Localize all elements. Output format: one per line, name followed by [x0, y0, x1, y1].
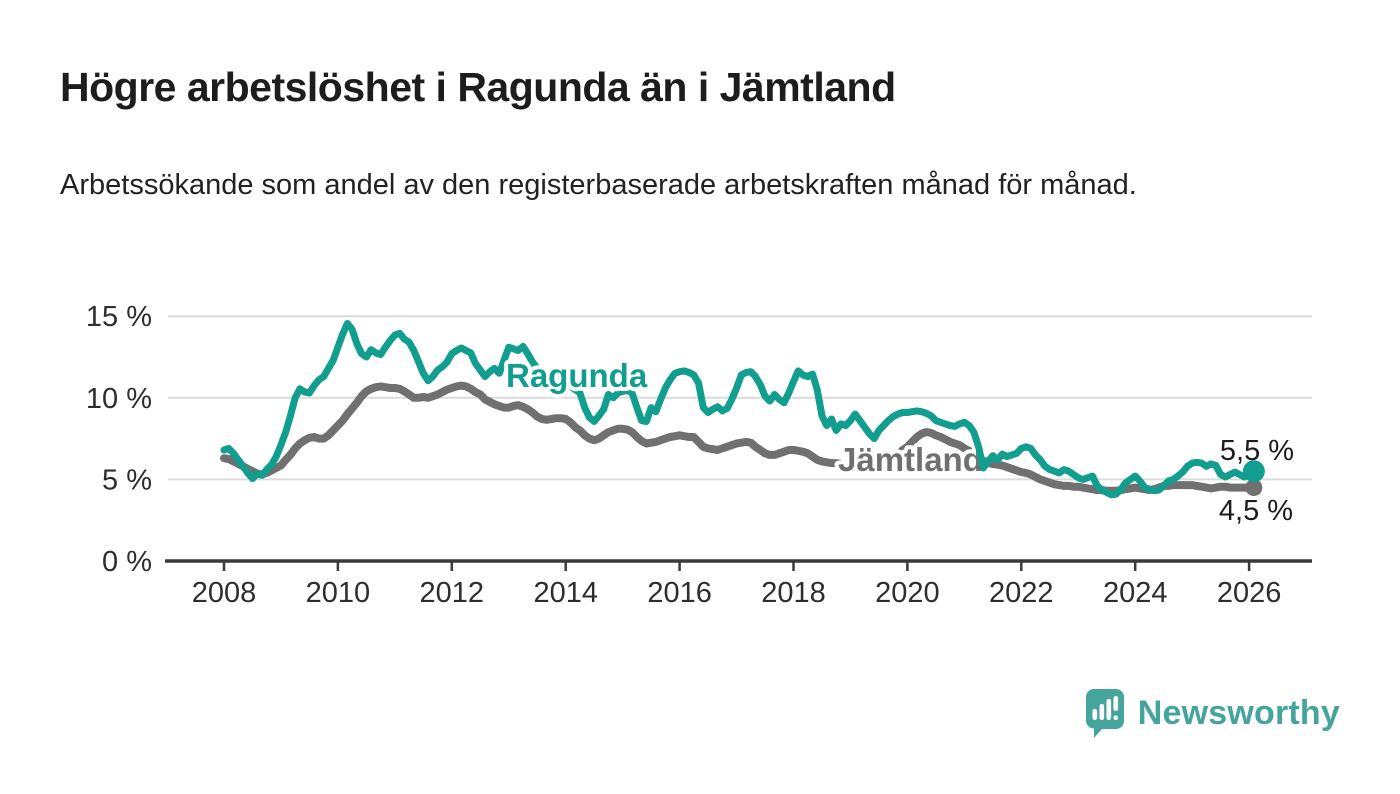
x-axis-labels: 2008 2010 2012 2014 2016 2018 2020 2022 2024 2026 — [192, 577, 1282, 609]
bar-3 — [1106, 699, 1111, 720]
x-axis — [165, 559, 1312, 571]
newsworthy-bubble-icon — [1085, 689, 1124, 738]
end-dot-jämtland — [1245, 479, 1263, 497]
x-tick-label: 2012 — [420, 577, 485, 609]
x-tick-label: 2022 — [989, 577, 1054, 609]
x-tick-label: 2024 — [1103, 577, 1168, 609]
chart-subtitle: Arbetssökande som andel av den registerb… — [60, 169, 1137, 201]
end-value-ragunda: 5,5 % — [1220, 435, 1294, 467]
y-tick-label: 10 % — [86, 383, 152, 415]
y-tick-label: 15 % — [86, 301, 152, 333]
series-label-ragunda: Ragunda — [506, 357, 648, 394]
y-tick-label: 5 % — [102, 464, 152, 496]
brand-name: Newsworthy — [1137, 694, 1340, 732]
x-tick-label: 2016 — [647, 577, 712, 609]
series-path-jämtland — [220, 381, 1258, 495]
page-title: Högre arbetslöshet i Ragunda än i Jämtla… — [60, 64, 896, 110]
line-jamtland — [220, 381, 1263, 497]
end-dot-ragunda — [1242, 460, 1265, 483]
series-path-ragunda — [220, 320, 1258, 499]
y-axis-labels: 0 % 5 % 10 % 15 % — [86, 301, 152, 578]
end-value-jamtland: 4,5 % — [1219, 495, 1293, 527]
x-tick-label: 2010 — [306, 577, 371, 609]
x-tick-label: 2008 — [192, 577, 257, 609]
y-tick-label: 0 % — [102, 546, 152, 578]
bar-1 — [1092, 709, 1097, 720]
x-tick-label: 2018 — [761, 577, 826, 609]
line-ragunda — [220, 320, 1265, 499]
bubble-shape — [1085, 689, 1124, 738]
bar-2 — [1099, 704, 1104, 720]
x-tick-label: 2026 — [1217, 577, 1282, 609]
exclamation-stem — [1113, 696, 1118, 711]
x-tick-label: 2020 — [875, 577, 940, 609]
x-tick-label: 2014 — [533, 577, 598, 609]
exclamation-dot — [1113, 715, 1118, 720]
series-label-jamtland: Jämtland — [838, 441, 983, 478]
newsworthy-logo: Newsworthy — [1084, 688, 1340, 739]
